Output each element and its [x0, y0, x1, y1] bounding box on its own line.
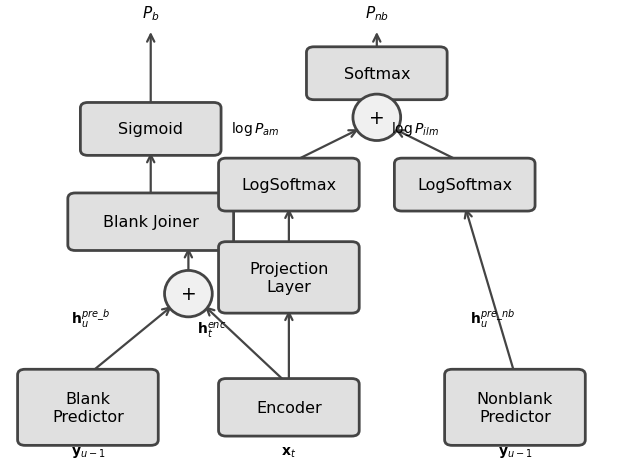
- Text: +: +: [369, 109, 385, 127]
- FancyBboxPatch shape: [219, 242, 359, 313]
- FancyBboxPatch shape: [394, 159, 535, 212]
- FancyBboxPatch shape: [18, 369, 158, 445]
- Text: Softmax: Softmax: [344, 67, 410, 81]
- Text: $\mathbf{y}_{u-1}$: $\mathbf{y}_{u-1}$: [71, 444, 105, 459]
- Text: $\mathbf{y}_{u-1}$: $\mathbf{y}_{u-1}$: [498, 444, 532, 459]
- FancyBboxPatch shape: [68, 194, 234, 251]
- Text: Blank
Predictor: Blank Predictor: [52, 391, 124, 424]
- FancyBboxPatch shape: [445, 369, 585, 445]
- FancyBboxPatch shape: [80, 103, 221, 156]
- Text: Nonblank
Predictor: Nonblank Predictor: [477, 391, 553, 424]
- Text: Projection
Layer: Projection Layer: [249, 262, 328, 294]
- Text: $\log P_{ilm}$: $\log P_{ilm}$: [391, 119, 438, 138]
- Text: $\mathbf{h}_u^{pre\_nb}$: $\mathbf{h}_u^{pre\_nb}$: [470, 307, 514, 330]
- Ellipse shape: [165, 271, 212, 317]
- Text: $\mathbf{h}_t^{enc}$: $\mathbf{h}_t^{enc}$: [197, 320, 226, 340]
- Text: LogSoftmax: LogSoftmax: [417, 178, 512, 193]
- Text: +: +: [180, 285, 197, 303]
- Text: $\log P_{am}$: $\log P_{am}$: [231, 119, 279, 138]
- Text: Sigmoid: Sigmoid: [118, 122, 183, 137]
- FancyBboxPatch shape: [219, 159, 359, 212]
- FancyBboxPatch shape: [219, 379, 359, 436]
- Text: $P_b$: $P_b$: [142, 5, 160, 23]
- Text: Encoder: Encoder: [256, 400, 322, 415]
- Text: $\mathbf{x}_t$: $\mathbf{x}_t$: [281, 444, 296, 459]
- FancyBboxPatch shape: [306, 48, 447, 100]
- Text: $\mathbf{h}_u^{pre\_b}$: $\mathbf{h}_u^{pre\_b}$: [71, 307, 110, 330]
- Text: Blank Joiner: Blank Joiner: [103, 215, 198, 230]
- Text: LogSoftmax: LogSoftmax: [241, 178, 337, 193]
- Text: $P_{nb}$: $P_{nb}$: [365, 5, 389, 23]
- Ellipse shape: [353, 95, 401, 141]
